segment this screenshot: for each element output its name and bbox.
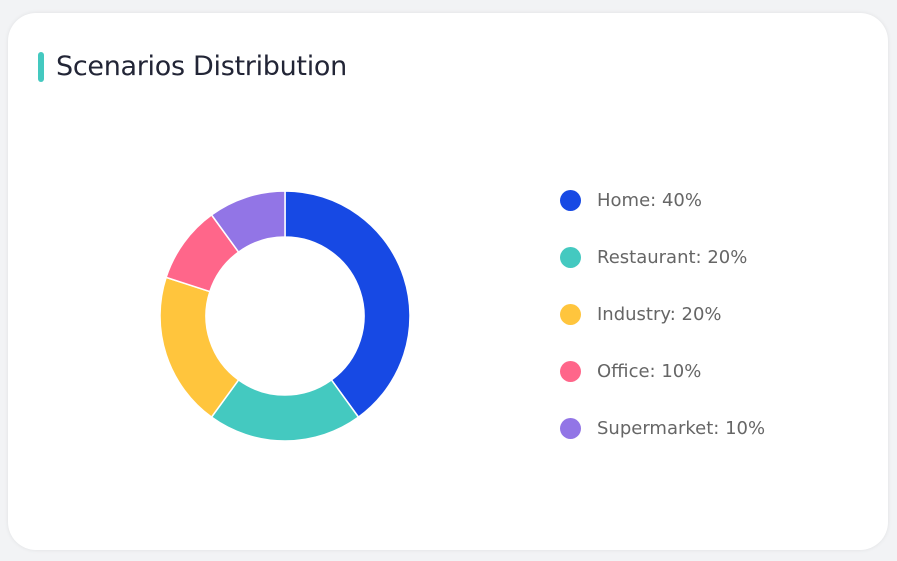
legend-label: Home: 40% — [597, 190, 702, 211]
legend-marker — [560, 190, 581, 211]
donut-slice-home[interactable] — [284, 190, 411, 419]
legend-marker — [560, 361, 581, 382]
legend-item-supermarket[interactable]: Supermarket: 10% — [560, 400, 765, 457]
legend-item-restaurant[interactable]: Restaurant: 20% — [560, 229, 765, 286]
title-accent-bar — [38, 52, 44, 82]
legend-item-office[interactable]: Office: 10% — [560, 343, 765, 400]
legend-marker — [560, 418, 581, 439]
donut-slice-industry[interactable] — [159, 276, 240, 419]
legend-label: Restaurant: 20% — [597, 247, 748, 268]
donut-slice-restaurant[interactable] — [210, 378, 360, 442]
legend-item-home[interactable]: Home: 40% — [560, 172, 765, 229]
legend-label: Office: 10% — [597, 361, 702, 382]
legend: Home: 40% Restaurant: 20% Industry: 20% Off… — [560, 186, 765, 471]
legend-item-industry[interactable]: Industry: 20% — [560, 286, 765, 343]
legend-marker — [560, 304, 581, 325]
legend-label: Supermarket: 10% — [597, 418, 766, 439]
legend-label: Industry: 20% — [597, 304, 722, 325]
legend-marker — [560, 247, 581, 268]
card-title: Scenarios Distribution — [56, 51, 347, 82]
chart-card: Scenarios Distribution — [8, 13, 888, 550]
donut-slice-supermarket[interactable] — [210, 190, 286, 254]
